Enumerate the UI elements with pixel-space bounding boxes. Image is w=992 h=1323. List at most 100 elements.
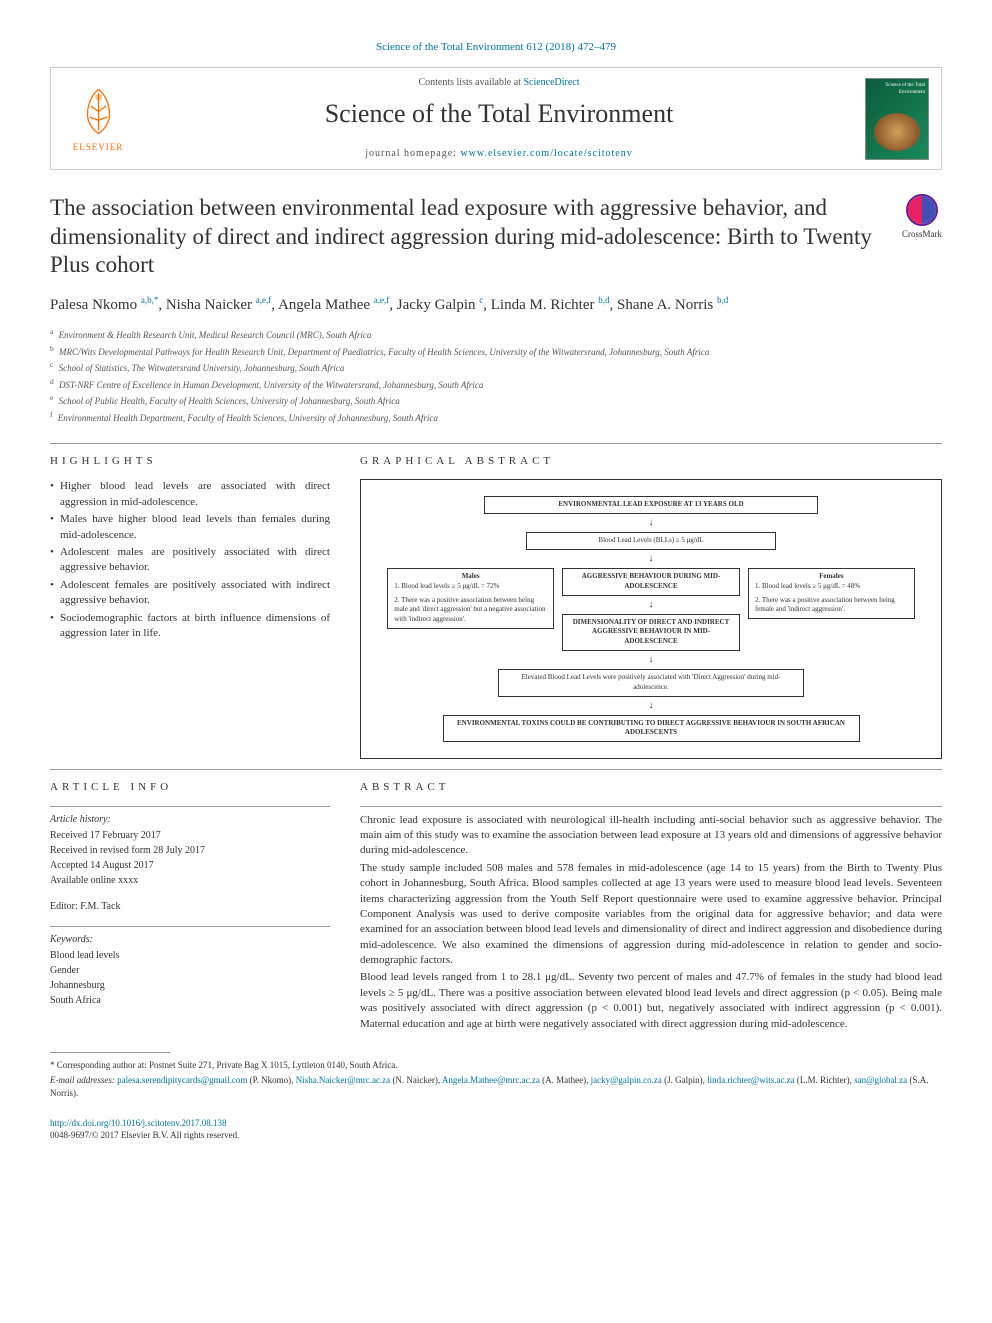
homepage-link[interactable]: www.elsevier.com/locate/scitotenv — [460, 148, 632, 159]
ga-arrow: ↓ — [373, 655, 929, 665]
affiliations-list: a Environment & Health Research Unit, Me… — [50, 326, 942, 425]
divider — [50, 926, 330, 927]
affiliation: b MRC/Wits Developmental Pathways for He… — [50, 343, 942, 360]
contents-prefix: Contents lists available at — [418, 77, 523, 88]
doi-block: http://dx.doi.org/10.1016/j.scitotenv.20… — [50, 1117, 942, 1142]
issn-copyright: 0048-9697/© 2017 Elsevier B.V. All right… — [50, 1130, 239, 1140]
email-attribution: (A. Mathee), — [540, 1075, 591, 1085]
highlight-item: Adolescent males are positively associat… — [50, 545, 330, 576]
affiliation: a Environment & Health Research Unit, Me… — [50, 326, 942, 343]
revised-date: Received in revised form 28 July 2017 — [50, 844, 330, 858]
corresponding-author: * Corresponding author at: Postnet Suite… — [50, 1059, 942, 1072]
sciencedirect-link[interactable]: ScienceDirect — [523, 77, 579, 88]
elsevier-logo: ELSEVIER — [63, 79, 133, 159]
elsevier-tree-icon — [71, 84, 126, 139]
journal-header: ELSEVIER Contents lists available at Sci… — [50, 67, 942, 169]
email-link[interactable]: jacky@galpin.co.za — [591, 1075, 662, 1085]
author: , Jacky Galpin c — [389, 297, 483, 313]
email-attribution: (P. Nkomo), — [247, 1075, 295, 1085]
abstract-body: Chronic lead exposure is associated with… — [360, 813, 942, 1032]
ga-arrow: ↓ — [373, 518, 929, 528]
article-history: Article history: Received 17 February 20… — [50, 813, 330, 888]
divider — [50, 443, 942, 444]
ga-arrow: ↓ — [373, 554, 929, 564]
divider — [50, 806, 330, 807]
ga-center2-node: DIMENSIONALITY OF DIRECT AND INDIRECT AG… — [562, 614, 740, 651]
ga-males-2: 2. There was a positive association betw… — [394, 596, 547, 625]
footnote-divider — [50, 1052, 170, 1053]
editor-block: Editor: F.M. Tack — [50, 900, 330, 914]
ga-result-node: Elevated Blood Lead Levels were positive… — [498, 669, 804, 697]
highlight-item: Adolescent females are positively associ… — [50, 578, 330, 609]
author: , Angela Mathee a,e,f — [271, 297, 389, 313]
ga-males-node: Males 1. Blood lead levels ≥ 5 μg/dL = 7… — [387, 568, 554, 629]
email-attribution: (J. Galpin), — [662, 1075, 707, 1085]
doi-link[interactable]: http://dx.doi.org/10.1016/j.scitotenv.20… — [50, 1118, 227, 1128]
abstract-heading: ABSTRACT — [360, 780, 942, 795]
ga-conclusion-node: ENVIRONMENTAL TOXINS COULD BE CONTRIBUTI… — [443, 715, 860, 743]
divider — [360, 806, 942, 807]
abstract-p2: The study sample included 508 males and … — [360, 861, 942, 969]
crossmark-icon — [906, 194, 938, 226]
keyword: Blood lead levels — [50, 949, 330, 963]
email-link[interactable]: san@global.za — [854, 1075, 907, 1085]
author: , Shane A. Norris b,d — [609, 297, 728, 313]
email-link[interactable]: linda.richter@wits.ac.za — [707, 1075, 795, 1085]
email-attribution: (N. Naicker), — [390, 1075, 442, 1085]
author-emails: E-mail addresses: palesa.serendipitycard… — [50, 1074, 942, 1101]
history-head: Article history: — [50, 813, 330, 827]
online-date: Available online xxxx — [50, 874, 330, 888]
graphical-abstract-heading: GRAPHICAL ABSTRACT — [360, 454, 942, 469]
cover-label: Science of the Total Environment — [866, 82, 925, 96]
ga-females-node: Females 1. Blood lead levels ≥ 5 μg/dL =… — [748, 568, 915, 619]
authors-list: Palesa Nkomo a,b,*, Nisha Naicker a,e,f,… — [50, 294, 942, 316]
ga-females-head: Females — [755, 572, 908, 582]
affiliation: d DST-NRF Centre of Excellence in Human … — [50, 376, 942, 393]
keywords-block: Keywords: Blood lead levelsGenderJohanne… — [50, 933, 330, 1008]
author: Palesa Nkomo a,b,* — [50, 297, 158, 313]
abstract-p1: Chronic lead exposure is associated with… — [360, 813, 942, 859]
email-link[interactable]: palesa.serendipitycards@gmail.com — [117, 1075, 247, 1085]
keyword: South Africa — [50, 994, 330, 1008]
graphical-abstract: ENVIRONMENTAL LEAD EXPOSURE AT 13 YEARS … — [360, 479, 942, 759]
affiliation: f Environmental Health Department, Facul… — [50, 409, 942, 426]
journal-cover-thumbnail: Science of the Total Environment — [865, 78, 929, 160]
affiliation: c School of Statistics, The Witwatersran… — [50, 359, 942, 376]
keywords-head: Keywords: — [50, 933, 330, 947]
highlight-item: Higher blood lead levels are associated … — [50, 479, 330, 510]
ga-females-1: 1. Blood lead levels ≥ 5 μg/dL = 48% — [755, 582, 908, 592]
article-title: The association between environmental le… — [50, 194, 902, 280]
email-link[interactable]: Angela.Mathee@mrc.ac.za — [442, 1075, 540, 1085]
keyword: Johannesburg — [50, 979, 330, 993]
accepted-date: Accepted 14 August 2017 — [50, 859, 330, 873]
homepage-prefix: journal homepage: — [365, 148, 460, 159]
ga-top-node: ENVIRONMENTAL LEAD EXPOSURE AT 13 YEARS … — [484, 496, 818, 514]
highlights-list: Higher blood lead levels are associated … — [50, 479, 330, 641]
journal-homepage-line: journal homepage: www.elsevier.com/locat… — [133, 147, 865, 161]
author: , Linda M. Richter b,d — [483, 297, 609, 313]
ga-center1-node: AGGRESSIVE BEHAVIOUR DURING MID-ADOLESCE… — [562, 568, 740, 596]
ga-bll-node: Blood Lead Levels (BLLs) ≥ 5 μg/dL — [526, 532, 776, 550]
contents-available-line: Contents lists available at ScienceDirec… — [133, 76, 865, 90]
highlight-item: Males have higher blood lead levels than… — [50, 512, 330, 543]
keyword: Gender — [50, 964, 330, 978]
ga-arrow: ↓ — [562, 600, 740, 610]
journal-name: Science of the Total Environment — [133, 96, 865, 132]
affiliation: e School of Public Health, Faculty of He… — [50, 392, 942, 409]
ga-males-head: Males — [394, 572, 547, 582]
journal-reference: Science of the Total Environment 612 (20… — [50, 40, 942, 55]
article-info-heading: ARTICLE INFO — [50, 780, 330, 795]
received-date: Received 17 February 2017 — [50, 829, 330, 843]
crossmark-badge[interactable]: CrossMark — [902, 194, 942, 241]
ga-arrow: ↓ — [373, 701, 929, 711]
emails-label: E-mail addresses: — [50, 1075, 117, 1085]
publisher-name: ELSEVIER — [73, 141, 124, 154]
divider — [50, 769, 942, 770]
email-attribution: (L.M. Richter), — [795, 1075, 854, 1085]
highlights-heading: HIGHLIGHTS — [50, 454, 330, 469]
email-link[interactable]: Nisha.Naicker@mrc.ac.za — [296, 1075, 391, 1085]
ga-females-2: 2. There was a positive association betw… — [755, 596, 908, 616]
highlight-item: Sociodemographic factors at birth influe… — [50, 611, 330, 642]
crossmark-label: CrossMark — [902, 228, 942, 241]
abstract-p3: Blood lead levels ranged from 1 to 28.1 … — [360, 970, 942, 1032]
